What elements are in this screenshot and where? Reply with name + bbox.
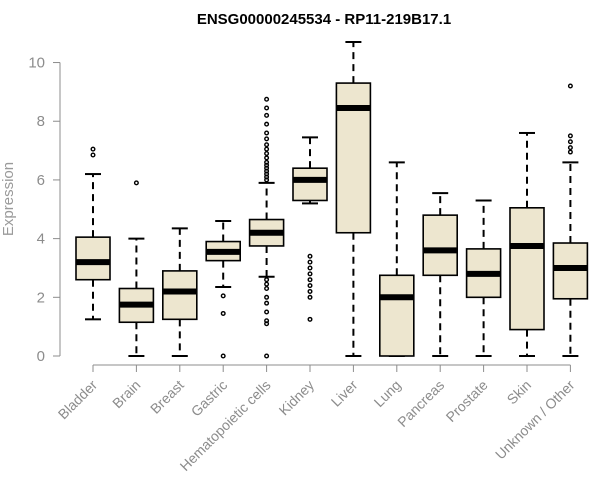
outlier-point (307, 259, 313, 265)
box-iqr (422, 214, 459, 277)
box-liver (335, 41, 372, 357)
boxes (75, 41, 589, 359)
box-lung (378, 161, 415, 357)
outlier-point (90, 146, 96, 152)
outlier-point (264, 136, 270, 142)
y-tick-label: 4 (37, 231, 45, 248)
x-tick-label: Skin (504, 377, 535, 408)
box-bladder (75, 146, 111, 321)
outlier-point (307, 265, 313, 271)
outlier-point (567, 145, 573, 151)
box-prostate (465, 199, 502, 357)
y-tick-label: 10 (28, 55, 45, 72)
x-tick-label: Prostate (443, 377, 491, 425)
box-iqr (75, 236, 111, 281)
outlier-point (567, 83, 573, 89)
outlier-point (264, 96, 270, 102)
outlier-point (220, 310, 226, 316)
box-breast (162, 227, 198, 357)
y-tick-label: 2 (37, 289, 45, 306)
outlier-point (567, 133, 573, 139)
x-tick-label: Liver (328, 377, 361, 410)
box-unknown-other (552, 83, 589, 357)
outlier-point (264, 321, 270, 327)
outlier-point (264, 151, 270, 157)
outlier-point (264, 281, 270, 287)
outlier-point (307, 283, 313, 289)
x-tick-label: Unknown / Other (492, 377, 578, 463)
x-tick-label: Breast (147, 377, 187, 417)
x-tick-label: Kidney (276, 377, 318, 419)
box-hematopoietic-cells (248, 96, 285, 359)
outlier-point (264, 155, 270, 161)
outlier-point (307, 253, 313, 259)
outlier-point (264, 112, 270, 118)
x-tick-label: Brain (109, 377, 143, 411)
outlier-point (90, 152, 96, 158)
chart-title: ENSG00000245534 - RP11-219B17.1 (197, 11, 451, 28)
outlier-point (567, 149, 573, 155)
box-iqr (378, 274, 415, 357)
outlier-point (264, 121, 270, 127)
x-tick-label: Bladder (55, 377, 101, 423)
outlier-point (264, 105, 270, 111)
box-brain (118, 180, 155, 357)
outlier-point (264, 146, 270, 152)
box-iqr (162, 270, 198, 321)
outlier-point (264, 130, 270, 136)
box-gastric (205, 220, 241, 359)
outlier-point (133, 180, 139, 186)
outlier-point (264, 309, 270, 315)
outlier-point (264, 286, 270, 292)
outlier-point (307, 277, 313, 283)
x-tick-label: Lung (371, 377, 404, 410)
outlier-point (307, 288, 313, 294)
axes: 0 2 4 6 8 10 (28, 55, 571, 366)
box-kidney (292, 136, 328, 322)
outlier-point (264, 142, 270, 148)
y-tick-label: 8 (37, 113, 45, 130)
outlier-point (264, 353, 270, 359)
y-tick-label: 6 (37, 172, 45, 189)
box-skin (509, 131, 545, 357)
box-iqr (509, 207, 545, 331)
y-tick-label: 0 (37, 348, 45, 365)
outlier-point (220, 293, 226, 299)
outlier-point (567, 139, 573, 145)
box-iqr (292, 167, 328, 202)
outlier-point (264, 294, 270, 300)
outlier-point (220, 353, 226, 359)
x-tick-label: Gastric (188, 377, 231, 420)
y-axis-label: Expression (0, 162, 17, 236)
outlier-point (307, 294, 313, 300)
outlier-point (307, 316, 313, 322)
outlier-point (264, 300, 270, 306)
x-tick-label: Pancreas (394, 377, 447, 430)
outlier-point (307, 271, 313, 277)
outlier-point (264, 277, 270, 283)
box-pancreas (422, 192, 459, 357)
outlier-point (264, 177, 270, 183)
